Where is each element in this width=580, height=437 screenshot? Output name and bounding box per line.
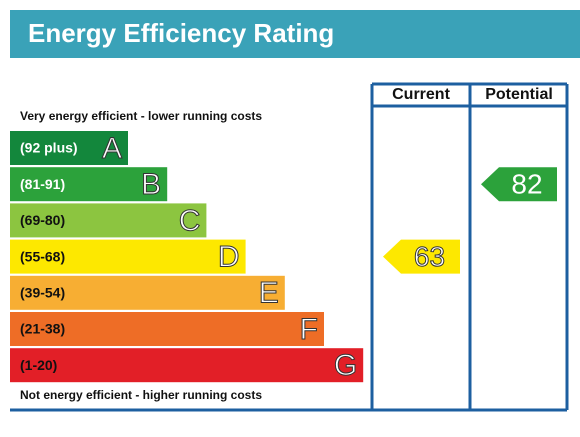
band-letter: B bbox=[141, 168, 161, 201]
rating-value: 82 bbox=[511, 169, 542, 200]
band bbox=[10, 203, 207, 238]
band-range: (39-54) bbox=[20, 285, 65, 301]
band-range: (81-91) bbox=[20, 176, 65, 192]
band-letter: C bbox=[179, 204, 201, 237]
band-range: (55-68) bbox=[20, 248, 65, 264]
band bbox=[10, 275, 285, 310]
band bbox=[10, 312, 324, 346]
top-note: Very energy efficient - lower running co… bbox=[20, 109, 262, 123]
title: Energy Efficiency Rating bbox=[28, 18, 334, 48]
band-letter: A bbox=[102, 132, 122, 165]
band-range: (21-38) bbox=[20, 321, 65, 337]
band-range: (69-80) bbox=[20, 212, 65, 228]
band bbox=[10, 239, 246, 274]
column-header: Current bbox=[392, 86, 450, 103]
band-letter: F bbox=[300, 313, 318, 346]
band bbox=[10, 167, 168, 202]
rating-value: 63 bbox=[414, 241, 445, 272]
bottom-note: Not energy efficient - higher running co… bbox=[20, 388, 262, 402]
rating-arrow bbox=[481, 167, 557, 202]
frame bbox=[10, 82, 569, 412]
rating-arrow bbox=[383, 239, 460, 274]
band bbox=[10, 131, 128, 165]
band bbox=[10, 348, 364, 383]
band-letter: G bbox=[334, 349, 357, 382]
band-range: (1-20) bbox=[20, 357, 57, 373]
band-letter: D bbox=[218, 241, 240, 274]
band-letter: E bbox=[259, 277, 279, 310]
band-range: (92 plus) bbox=[20, 140, 78, 156]
title-bar bbox=[10, 10, 580, 58]
column-header: Potential bbox=[485, 86, 553, 103]
